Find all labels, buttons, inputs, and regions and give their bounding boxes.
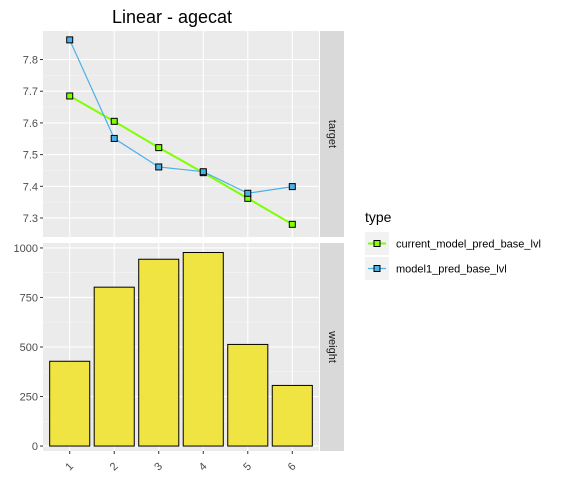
weight-panel-y-tick-label: 1000 — [14, 243, 38, 255]
x-tick-label: 5 — [241, 461, 254, 474]
series-point-model1_pred_base_lvl — [244, 189, 252, 197]
x-tick-label: 4 — [197, 461, 210, 474]
legend-keys: current_model_pred_base_lvl model1_pred_b… — [365, 232, 541, 280]
weight-bar — [227, 343, 269, 447]
weight-panel-y-tick-label: 750 — [20, 292, 38, 304]
target-panel-background — [43, 31, 319, 237]
weight-panel-y-tick-label: 500 — [20, 342, 38, 354]
x-tick-label: 3 — [152, 461, 165, 474]
target-panel-strip-label: target — [326, 120, 338, 148]
target-panel: 7.3 7.4 7.5 7.6 7.7 7.8 target — [23, 31, 344, 237]
target-panel-y-tick-label: 7.6 — [23, 118, 38, 130]
x-tick-label: 1 — [63, 461, 76, 474]
weight-bar — [182, 252, 224, 447]
weight-bar — [138, 258, 180, 447]
weight-panel: 0 250 500 750 1000 weight — [14, 243, 344, 453]
weight-bar — [49, 360, 91, 447]
series-point-model1_pred_base_lvl — [288, 183, 296, 191]
series-point-model1_pred_base_lvl — [155, 163, 163, 171]
legend: type current_model_pred_base_lvl model1_p… — [365, 209, 541, 280]
x-tick-label: 2 — [108, 461, 121, 474]
chart-title: Linear - agecat — [112, 7, 232, 27]
legend-key-point — [373, 240, 381, 247]
legend-title: type — [365, 209, 392, 225]
weight-panel-y-tick-label: 250 — [20, 392, 38, 404]
series-line-current_model_pred_base_lvl — [69, 95, 293, 226]
target-panel-y-tick-label: 7.3 — [23, 213, 38, 225]
series-point-current_model_pred_base_lvl — [288, 220, 296, 228]
weight-bar — [271, 384, 313, 447]
weight-panel-y-tick-label: 0 — [32, 441, 38, 453]
target-panel-y-tick-label: 7.4 — [23, 181, 38, 193]
target-panel-y-tick-label: 7.8 — [23, 55, 38, 67]
series-point-model1_pred_base_lvl — [66, 36, 74, 44]
x-axis: 1 2 3 4 5 6 — [63, 451, 299, 474]
target-panel-y-tick-label: 7.7 — [23, 86, 38, 98]
target-panel-y-tick-label: 7.5 — [23, 150, 38, 162]
weight-panel-strip-label: weight — [326, 330, 338, 363]
series-point-current_model_pred_base_lvl — [66, 92, 74, 100]
weight-bar — [93, 286, 135, 447]
series-line-model1_pred_base_lvl — [69, 39, 293, 194]
legend-label: current_model_pred_base_lvl — [396, 239, 541, 251]
series-point-model1_pred_base_lvl — [110, 134, 118, 142]
weight-panel-strip — [320, 243, 344, 451]
legend-label: model1_pred_base_lvl — [396, 264, 507, 276]
legend-key-point — [373, 265, 381, 272]
series-point-model1_pred_base_lvl — [199, 168, 207, 176]
x-tick-label: 6 — [286, 461, 299, 474]
target-panel-strip — [320, 31, 344, 237]
series-point-current_model_pred_base_lvl — [110, 117, 118, 125]
series-point-current_model_pred_base_lvl — [155, 144, 163, 152]
